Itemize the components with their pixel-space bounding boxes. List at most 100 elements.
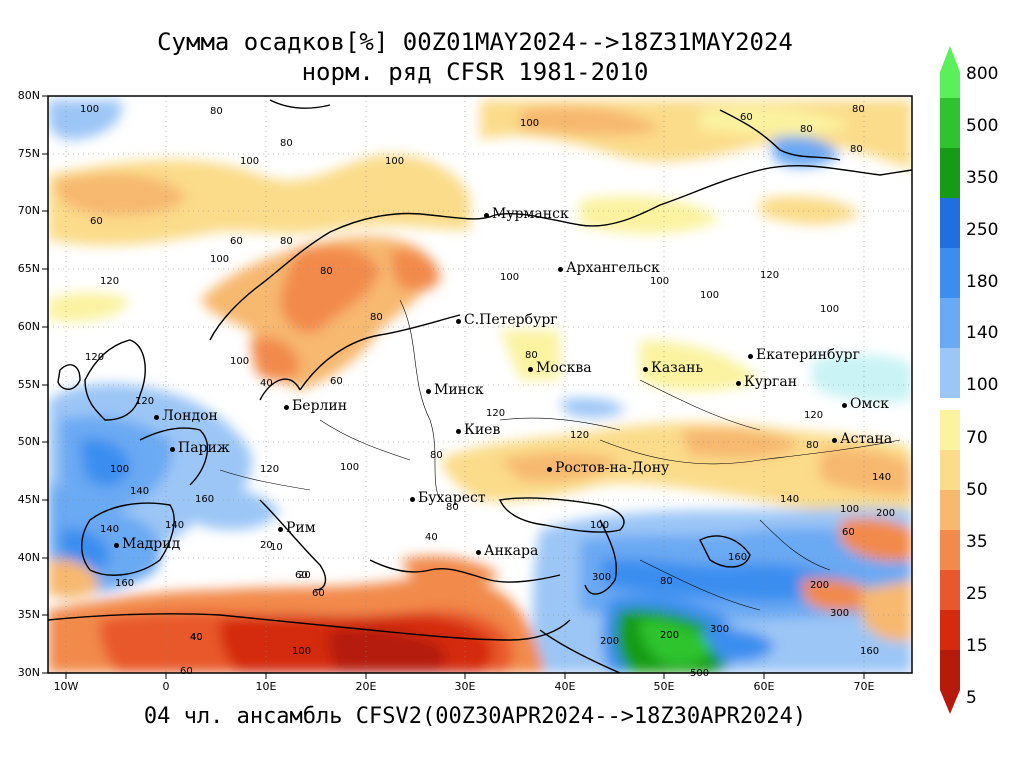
contour-label: 80 xyxy=(446,502,459,513)
contour-label: 200 xyxy=(660,630,680,641)
contour-label: 80 xyxy=(320,266,333,277)
contour-label: 40 xyxy=(190,632,203,643)
colorbar-segment xyxy=(940,450,960,490)
colorbar-segment xyxy=(940,298,960,348)
contour-label: 300 xyxy=(710,624,730,635)
contour-label: 40 xyxy=(260,378,273,389)
contour-label: 120 xyxy=(570,430,590,441)
colorbar-segment xyxy=(940,410,960,450)
ensemble-footer: 04 чл. ансамбль CFSV2(00Z30APR2024-->18Z… xyxy=(143,704,807,729)
contour-label: 100 xyxy=(590,520,610,531)
contour-label: 20 xyxy=(260,540,273,551)
contour-label: 80 xyxy=(852,104,865,115)
colorbar-segment xyxy=(940,98,960,148)
colorbar-label: 25 xyxy=(966,584,988,604)
contour-label: 140 xyxy=(872,472,892,483)
contour-label: 60 xyxy=(312,588,325,599)
lon-label: 70E xyxy=(853,680,875,693)
colorbar-segment xyxy=(940,490,960,530)
lat-label: 50N xyxy=(17,435,40,448)
city-label: Омск xyxy=(842,396,889,412)
axis-ticks xyxy=(42,95,865,679)
city-label: Мурманск xyxy=(484,206,569,222)
contour-label: 120 xyxy=(804,410,824,421)
lat-label: 70N xyxy=(17,204,40,217)
contour-label: 60 xyxy=(842,527,855,538)
contour-label: 140 xyxy=(165,520,185,531)
contour-label: 160 xyxy=(195,494,215,505)
contour-label: 80 xyxy=(280,236,293,247)
colorbar-label: 350 xyxy=(966,168,999,188)
anomaly-fields xyxy=(48,100,912,673)
contour-label: 200 xyxy=(810,580,830,591)
contour-label: 40 xyxy=(425,532,438,543)
contour-label: 160 xyxy=(860,646,880,657)
colorbar-label: 70 xyxy=(966,428,988,448)
contour-label: 100 xyxy=(520,118,540,129)
contour-label: 120 xyxy=(486,408,506,419)
lon-label: 10E xyxy=(255,680,277,693)
lat-label: 45N xyxy=(17,493,40,506)
contour-label: 80 xyxy=(850,144,863,155)
colorbar-label: 5 xyxy=(966,688,977,708)
lat-label: 75N xyxy=(17,147,40,160)
contour-label: 100 xyxy=(385,156,405,167)
colorbar-segment xyxy=(940,650,960,690)
city-label: Москва xyxy=(528,360,592,376)
coastlines xyxy=(48,99,912,673)
contour-label: 100 xyxy=(292,646,312,657)
contour-label: 60 xyxy=(330,376,343,387)
city-label: Анкара xyxy=(475,543,539,559)
contour-label: 80 xyxy=(660,576,673,587)
contour-label: 80 xyxy=(430,450,443,461)
colorbar-segment xyxy=(940,148,960,198)
city-label: Киев xyxy=(455,422,501,438)
contour-label: 80 xyxy=(370,312,383,323)
contour-label: 500 xyxy=(690,668,710,679)
city-label: Ростов-на-Дону xyxy=(546,460,670,476)
graticule xyxy=(48,96,912,673)
lon-label: 50E xyxy=(653,680,675,693)
contour-label: 300 xyxy=(592,572,612,583)
colorbar-label: 180 xyxy=(966,272,999,292)
colorbar xyxy=(940,46,960,714)
lon-label: 10W xyxy=(53,680,79,693)
colorbar-bottom-arrow xyxy=(940,690,960,714)
contour-label: 60 xyxy=(740,112,753,123)
contour-label: 100 xyxy=(500,272,520,283)
city-label: Минск xyxy=(426,382,484,398)
city-label: Екатеринбург xyxy=(748,347,860,363)
contour-label: 80 xyxy=(806,440,819,451)
contour-label: 160 xyxy=(728,552,748,563)
contour-label: 100 xyxy=(110,464,130,475)
colorbar-segment xyxy=(940,530,960,570)
colorbar-top-arrow xyxy=(940,46,960,72)
colorbar-label: 140 xyxy=(966,323,999,343)
city-label: Мадрид xyxy=(113,536,181,552)
city-label: Архангельск xyxy=(558,260,660,276)
contour-label: 120 xyxy=(100,276,120,287)
contour-label: 40 xyxy=(190,632,203,643)
city-label: Казань xyxy=(642,360,704,376)
contour-label: 140 xyxy=(100,524,120,535)
contour-label: 100 xyxy=(80,104,100,115)
contour-label: 120 xyxy=(85,352,105,363)
contour-label: 200 xyxy=(876,508,896,519)
contour-label: 80 xyxy=(210,106,223,117)
colorbar-segment xyxy=(940,570,960,610)
lat-label: 40N xyxy=(17,551,40,564)
contour-label: 80 xyxy=(800,124,813,135)
map-title: Сумма осадков[%] 00Z01MAY2024-->18Z31MAY… xyxy=(157,28,793,56)
colorbar-segment xyxy=(940,348,960,398)
contour-label: 60 xyxy=(230,236,243,247)
colorbar-label: 35 xyxy=(966,532,988,552)
lat-label: 65N xyxy=(17,262,40,275)
contour-label: 80 xyxy=(525,350,538,361)
contour-label: 100 xyxy=(650,276,670,287)
colorbar-segment xyxy=(940,248,960,298)
contour-label: 140 xyxy=(130,486,150,497)
colorbar-segment xyxy=(940,610,960,650)
city-label: Курган xyxy=(735,374,798,390)
map-subtitle: норм. ряд CFSR 1981-2010 xyxy=(301,58,649,86)
